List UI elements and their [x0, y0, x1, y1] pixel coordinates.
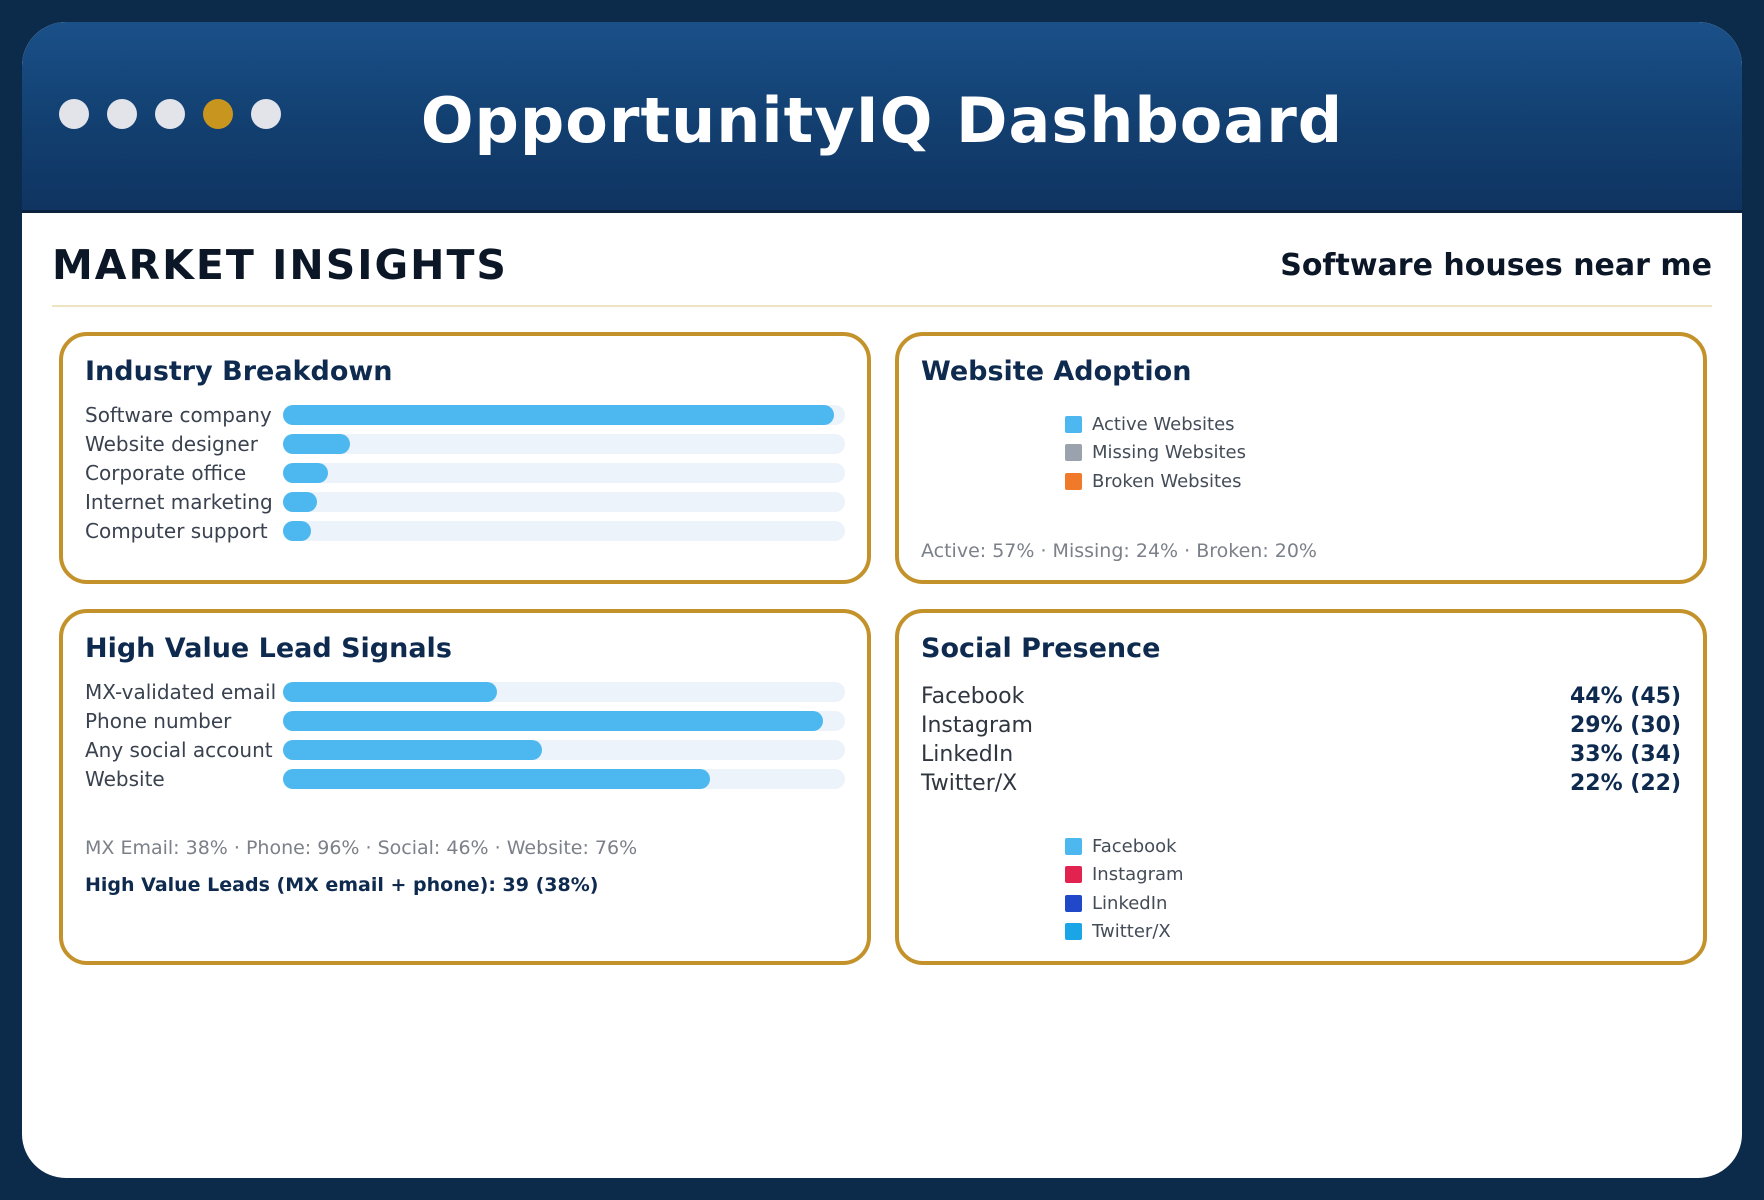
bar-track: [283, 769, 845, 789]
bar-track: [283, 492, 845, 512]
legend-label: Facebook: [1092, 835, 1177, 857]
bar-fill: [283, 463, 328, 483]
legend-swatch: [1065, 444, 1082, 462]
bar-row: Computer support: [85, 519, 845, 543]
social-presence-card: Social Presence Facebook 44% (45) Instagra…: [895, 609, 1707, 965]
search-query-label: Software houses near me: [1280, 248, 1712, 283]
social-network-name: Twitter/X: [921, 771, 1018, 796]
industry-breakdown-card: Industry Breakdown Software company Websi…: [59, 332, 871, 584]
bar-row: Phone number: [85, 709, 845, 733]
website-summary: Active: 57% · Missing: 24% · Broken: 20%: [921, 540, 1317, 562]
legend-item[interactable]: Instagram: [1065, 861, 1184, 890]
window-dot-1[interactable]: [59, 99, 89, 129]
bar-fill: [283, 740, 542, 760]
social-row: Instagram 29% (30): [921, 710, 1681, 742]
social-network-value: 29% (30): [1569, 713, 1681, 738]
card-title: Industry Breakdown: [85, 356, 393, 387]
bar-fill: [283, 405, 834, 425]
social-row: Twitter/X 22% (22): [921, 768, 1681, 800]
bar-row: Any social account: [85, 738, 845, 762]
bar-label: Website: [85, 767, 165, 791]
app-header: OpportunityIQ Dashboard: [22, 22, 1742, 213]
social-network-value: 33% (34): [1569, 742, 1681, 767]
card-title: Website Adoption: [921, 356, 1192, 387]
bar-fill: [283, 682, 497, 702]
legend-swatch: [1065, 894, 1082, 912]
social-network-value: 22% (22): [1569, 771, 1681, 796]
bar-label: Website designer: [85, 432, 258, 456]
bar-row: Website designer: [85, 432, 845, 456]
high-value-leads-count: High Value Leads (MX email + phone): 39 …: [85, 874, 599, 896]
bar-row: Software company: [85, 403, 845, 427]
window-dot-5[interactable]: [251, 99, 281, 129]
website-legend: Active Websites Missing Websites Broken We…: [1065, 410, 1246, 496]
social-row: LinkedIn 33% (34): [921, 739, 1681, 771]
bar-label: Any social account: [85, 738, 273, 762]
window-dot-2[interactable]: [107, 99, 137, 129]
bar-fill: [283, 434, 351, 454]
bar-label: Software company: [85, 403, 272, 427]
lead-summary: MX Email: 38% · Phone: 96% · Social: 46%…: [85, 837, 638, 859]
social-row: Facebook 44% (45): [921, 681, 1681, 713]
legend-swatch: [1065, 472, 1082, 490]
legend-label: Instagram: [1092, 864, 1184, 886]
section-header: MARKET INSIGHTS Software houses near me: [52, 225, 1712, 307]
bar-fill: [283, 521, 312, 541]
legend-label: Active Websites: [1092, 413, 1235, 435]
legend-item[interactable]: Missing Websites: [1065, 439, 1246, 468]
card-title: Social Presence: [921, 633, 1161, 664]
bar-label: Corporate office: [85, 461, 247, 485]
social-network-name: Instagram: [921, 713, 1033, 738]
bar-label: MX-validated email: [85, 680, 277, 704]
window-dot-3[interactable]: [155, 99, 185, 129]
legend-label: Missing Websites: [1092, 442, 1246, 464]
lead-signals-card: High Value Lead Signals MX-validated ema…: [59, 609, 871, 965]
legend-item[interactable]: Facebook: [1065, 832, 1184, 861]
bar-track: [283, 711, 845, 731]
social-network-value: 44% (45): [1569, 684, 1681, 709]
social-network-name: LinkedIn: [921, 742, 1014, 767]
window-dot-4[interactable]: [203, 99, 233, 129]
social-legend: Facebook Instagram LinkedIn Twitter/X: [1065, 832, 1184, 946]
card-title: High Value Lead Signals: [85, 633, 452, 664]
legend-label: Broken Websites: [1092, 470, 1242, 492]
bar-track: [283, 740, 845, 760]
bar-label: Internet marketing: [85, 490, 273, 514]
legend-label: Twitter/X: [1092, 921, 1171, 943]
bar-fill: [283, 711, 823, 731]
legend-swatch: [1065, 415, 1082, 433]
legend-item[interactable]: Broken Websites: [1065, 467, 1246, 496]
bar-fill: [283, 492, 317, 512]
section-title: MARKET INSIGHTS: [52, 241, 508, 289]
bar-row: MX-validated email: [85, 680, 845, 704]
bar-row: Internet marketing: [85, 490, 845, 514]
bar-label: Computer support: [85, 519, 268, 543]
legend-swatch: [1065, 837, 1082, 855]
bar-track: [283, 405, 845, 425]
bar-fill: [283, 769, 711, 789]
bar-track: [283, 682, 845, 702]
legend-label: LinkedIn: [1092, 892, 1168, 914]
bar-track: [283, 521, 845, 541]
legend-swatch: [1065, 923, 1082, 941]
legend-item[interactable]: Twitter/X: [1065, 918, 1184, 947]
legend-swatch: [1065, 866, 1082, 884]
dashboard-window: OpportunityIQ Dashboard MARKET INSIGHTS …: [22, 22, 1742, 1178]
legend-item[interactable]: LinkedIn: [1065, 889, 1184, 918]
bar-row: Corporate office: [85, 461, 845, 485]
bar-track: [283, 434, 845, 454]
window-controls: [59, 99, 281, 129]
website-adoption-card: Website Adoption Active Websites Missing …: [895, 332, 1707, 584]
bar-track: [283, 463, 845, 483]
app-title: OpportunityIQ Dashboard: [420, 84, 1344, 157]
bar-label: Phone number: [85, 709, 232, 733]
social-network-name: Facebook: [921, 684, 1025, 709]
bar-row: Website: [85, 767, 845, 791]
legend-item[interactable]: Active Websites: [1065, 410, 1246, 439]
